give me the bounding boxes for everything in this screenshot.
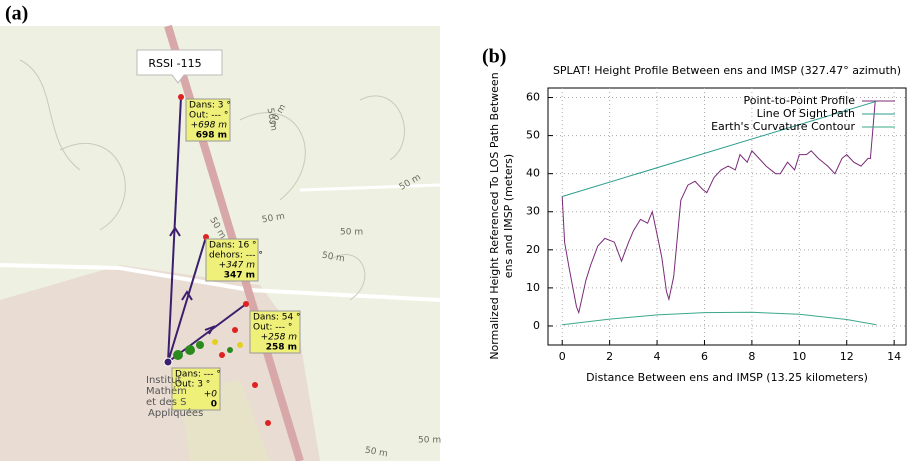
x-tick-label: 10 [792, 350, 806, 363]
marker-line: Dans: 3 ° [189, 101, 231, 111]
x-tick-label: 2 [606, 350, 613, 363]
y-tick-label: 0 [533, 319, 540, 332]
x-tick-label: 14 [887, 350, 901, 363]
marker-line: dehors: --- ° [209, 251, 263, 261]
y-axis-label: ens and IMSP (meters) [502, 154, 515, 278]
marker-line: 258 m [266, 343, 297, 353]
y-tick-label: 20 [526, 243, 540, 256]
marker-line: +258 m [261, 333, 298, 343]
y-tick-label: 10 [526, 281, 540, 294]
y-tick-label: 60 [526, 91, 540, 104]
x-tick-label: 12 [840, 350, 854, 363]
marker-line: Dans: 16 ° [209, 241, 257, 251]
contour-label: 50 m [418, 436, 441, 446]
panel-label: (b) [482, 46, 506, 68]
marker-line: +0 [204, 390, 218, 400]
panel-label: (a) [5, 3, 28, 25]
popup-text: RSSI -115 [148, 57, 201, 70]
contour-label: 50 m [340, 228, 363, 238]
x-tick-label: 6 [701, 350, 708, 363]
marker-line: Out: --- ° [189, 111, 228, 121]
marker-line: Out: --- ° [253, 323, 292, 333]
marker-line: Dans: --- ° [175, 370, 221, 380]
y-tick-label: 40 [526, 167, 540, 180]
figure: RSSI -115 (a) (b) SPLAT! Height Profile … [0, 0, 908, 461]
marker-line: 347 m [224, 271, 255, 281]
series-line [562, 312, 876, 325]
x-tick-label: 0 [559, 350, 566, 363]
x-axis-label: Distance Between ens and IMSP (13.25 kil… [586, 371, 868, 384]
place-label: Appliquées [148, 407, 203, 419]
marker-line: Dans: 54 ° [253, 313, 301, 323]
place-label: Institut [146, 375, 181, 386]
y-axis-label: Normalized Height Referenced To LOS Path… [488, 72, 501, 359]
place-label: et des S [146, 397, 187, 408]
marker-line: 698 m [196, 131, 227, 141]
place-label: Mathém [146, 385, 187, 397]
marker-line: +698 m [191, 121, 228, 131]
chart-title: SPLAT! Height Profile Between ens and IM… [553, 64, 901, 77]
legend-label: Earth's Curvature Contour [711, 120, 855, 133]
marker-line: 0 [211, 400, 217, 410]
y-tick-label: 30 [526, 205, 540, 218]
legend-label: Line Of Sight Path [757, 107, 855, 120]
x-tick-label: 4 [654, 350, 661, 363]
marker-line: +347 m [219, 261, 256, 271]
y-tick-label: 50 [526, 129, 540, 142]
legend-label: Point-to-Point Profile [743, 94, 855, 107]
x-tick-label: 8 [748, 350, 755, 363]
